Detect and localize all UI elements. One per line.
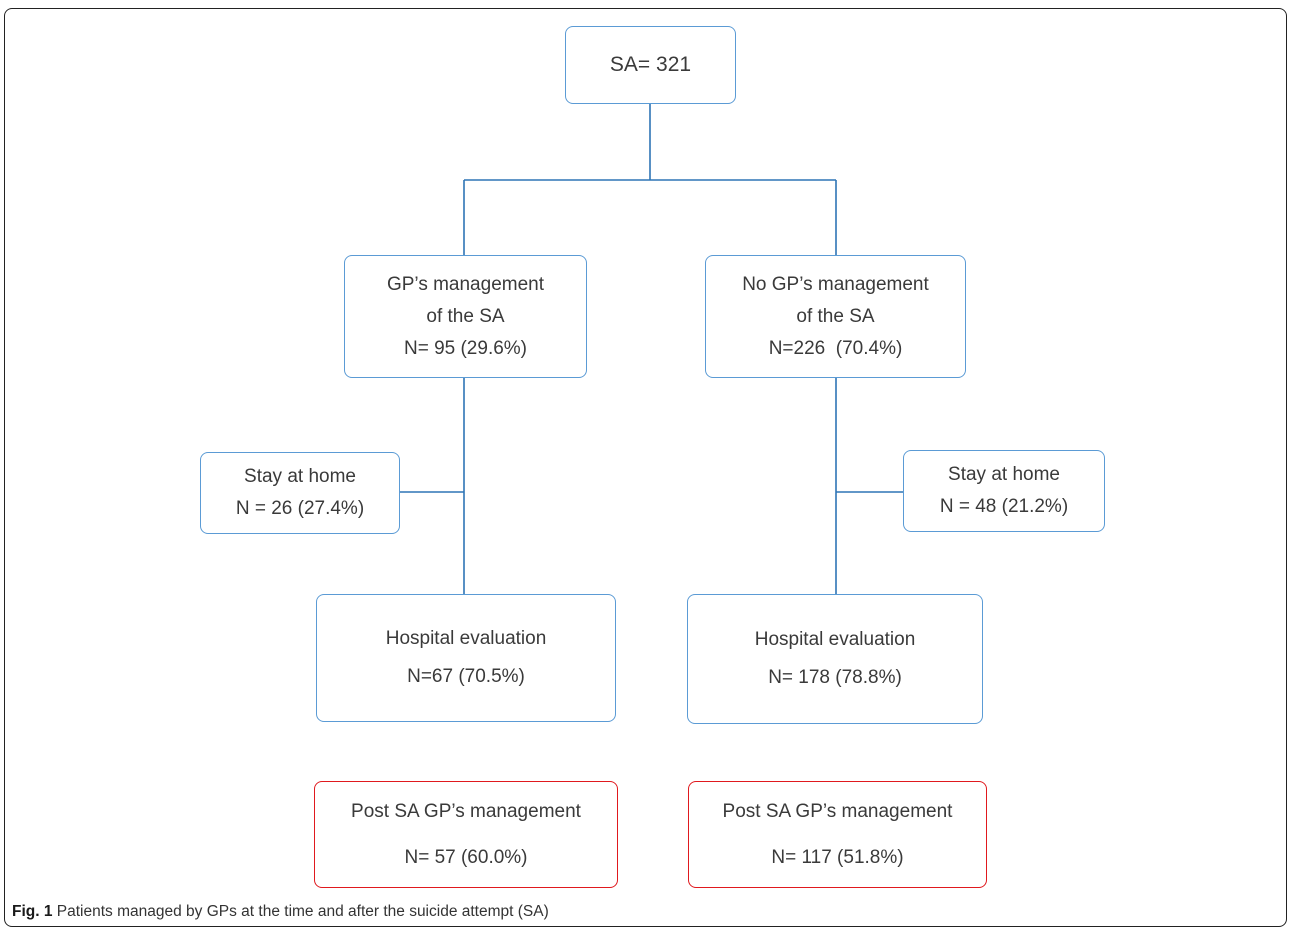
gp-management-subtitle: of the SA (426, 305, 505, 327)
right-post-sa-title: Post SA GP’s management (722, 800, 953, 822)
figure-caption: Fig. 1 Patients managed by GPs at the ti… (12, 903, 549, 921)
right-hospital-node: Hospital evaluation N= 178 (78.8%) (687, 594, 983, 724)
no-gp-management-count: N=226 (70.4%) (768, 337, 903, 359)
left-stay-home-node: Stay at home N = 26 (27.4%) (200, 452, 400, 534)
left-stay-home-count: N = 26 (27.4%) (235, 498, 365, 519)
root-node: SA= 321 (565, 26, 736, 104)
right-stay-home-node: Stay at home N = 48 (21.2%) (903, 450, 1105, 532)
no-gp-management-node: No GP’s management of the SA N=226 (70.4… (705, 255, 966, 378)
left-stay-home-title: Stay at home (244, 466, 356, 487)
left-post-sa-node: Post SA GP’s management N= 57 (60.0%) (314, 781, 618, 888)
gp-management-title: GP’s management (386, 273, 544, 295)
root-node-text: SA= 321 (609, 53, 692, 76)
right-post-sa-count: N= 117 (51.8%) (771, 846, 904, 868)
right-hospital-title: Hospital evaluation (754, 629, 916, 650)
figure-caption-text: Patients managed by GPs at the time and … (52, 903, 549, 920)
no-gp-management-title: No GP’s management (742, 273, 929, 295)
figure-frame (4, 8, 1287, 927)
left-hospital-count: N=67 (70.5%) (407, 666, 525, 687)
gp-management-count: N= 95 (29.6%) (403, 337, 528, 359)
gp-management-node: GP’s management of the SA N= 95 (29.6%) (344, 255, 587, 378)
left-post-sa-count: N= 57 (60.0%) (404, 846, 528, 868)
left-hospital-node: Hospital evaluation N=67 (70.5%) (316, 594, 616, 722)
left-hospital-title: Hospital evaluation (385, 628, 547, 649)
right-stay-home-count: N = 48 (21.2%) (939, 496, 1069, 517)
right-hospital-count: N= 178 (78.8%) (768, 667, 902, 688)
left-post-sa-title: Post SA GP’s management (351, 800, 581, 822)
no-gp-management-subtitle: of the SA (796, 305, 875, 327)
right-post-sa-node: Post SA GP’s management N= 117 (51.8%) (688, 781, 987, 888)
right-stay-home-title: Stay at home (948, 464, 1060, 485)
figure-caption-label: Fig. 1 (12, 903, 53, 920)
